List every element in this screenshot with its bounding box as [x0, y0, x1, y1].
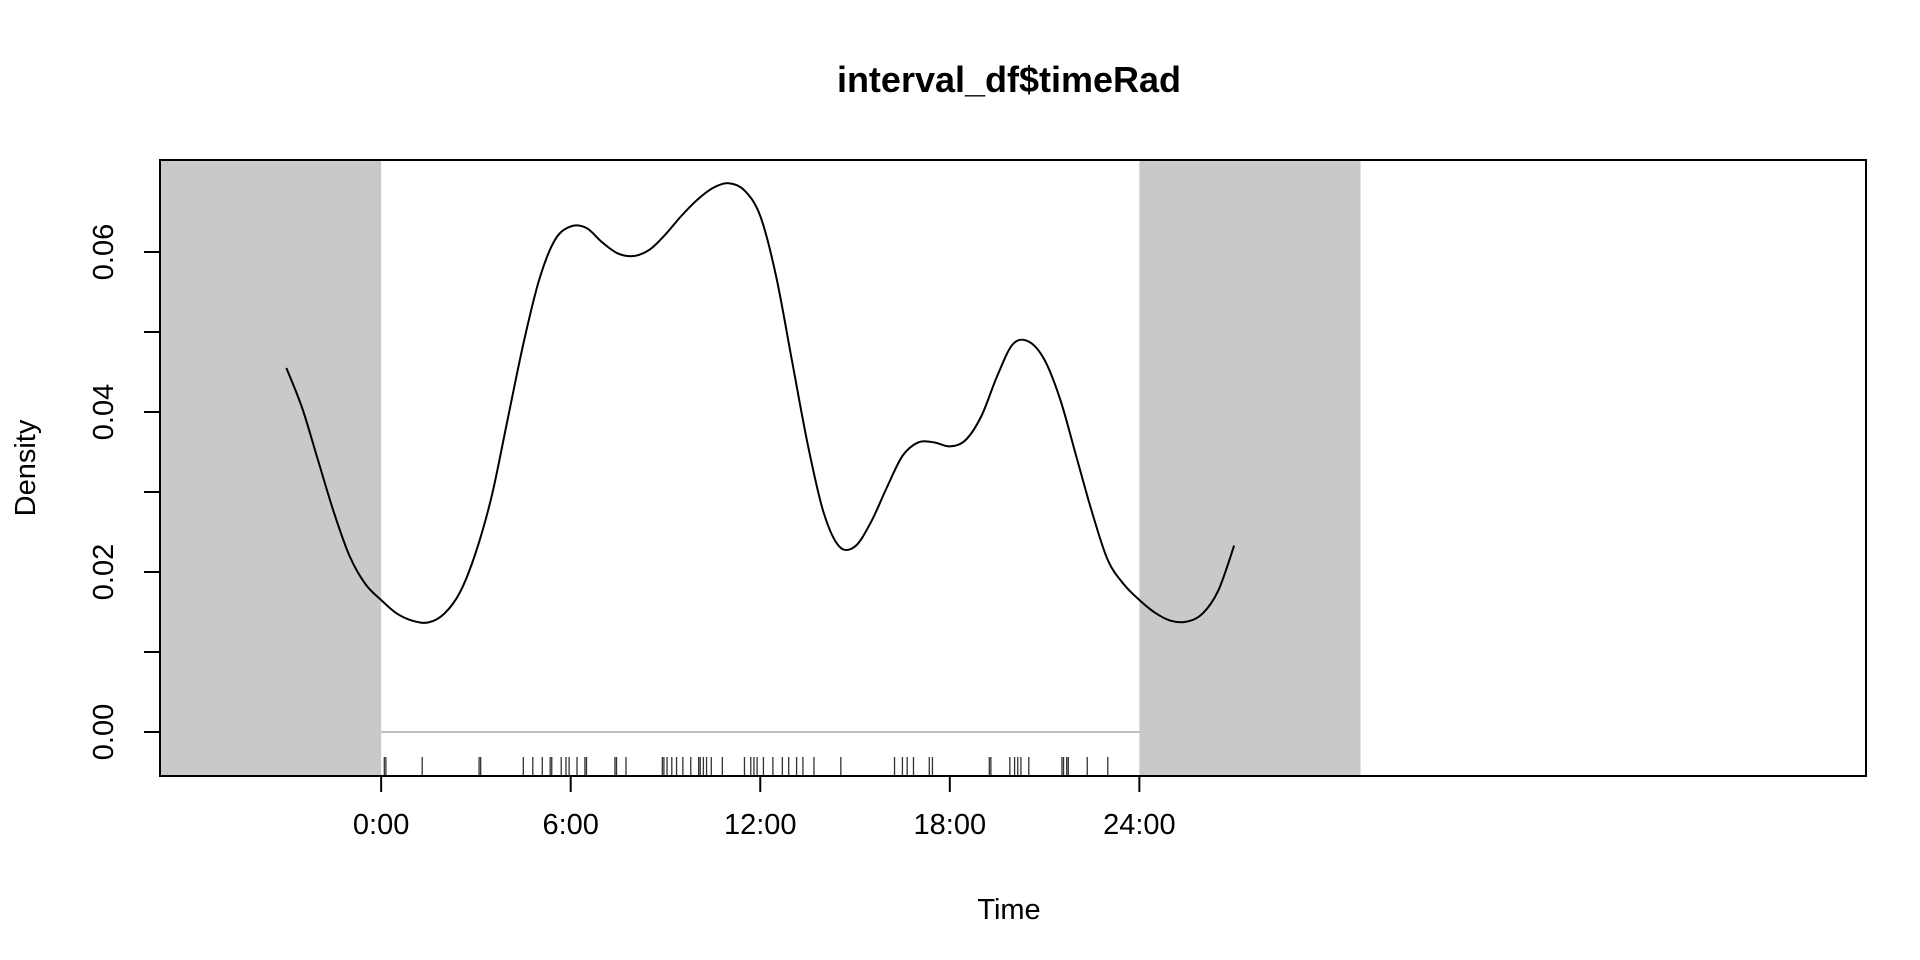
x-axis: 0:00 6:00 12:00 18:00 24:00: [353, 775, 1176, 841]
y-tick-label: 0.00: [88, 704, 120, 760]
density-curve: [285, 182, 1236, 624]
y-tick-label: 0.02: [88, 544, 120, 600]
rug-marks: [383, 757, 1109, 775]
chart-title: interval_df$timeRad: [837, 59, 1181, 100]
x-tick-label: 0:00: [353, 809, 409, 841]
shaded-region-0: [160, 160, 382, 776]
y-axis-label: Density: [10, 419, 42, 516]
plot-frame: [159, 159, 1867, 777]
x-tick-label: 12:00: [724, 809, 797, 841]
x-tick-label: 24:00: [1103, 809, 1176, 841]
shaded-regions: [160, 160, 1361, 776]
y-axis: 0.00 0.02 0.04 0.06: [88, 224, 161, 760]
density-line-0: [285, 182, 1236, 624]
shaded-region-1: [1139, 160, 1361, 776]
x-tick-label: 18:00: [914, 809, 987, 841]
y-tick-label: 0.06: [88, 224, 120, 280]
x-tick-label: 6:00: [542, 809, 598, 841]
x-axis-label: Time: [977, 894, 1040, 926]
y-tick-label: 0.04: [88, 384, 120, 440]
